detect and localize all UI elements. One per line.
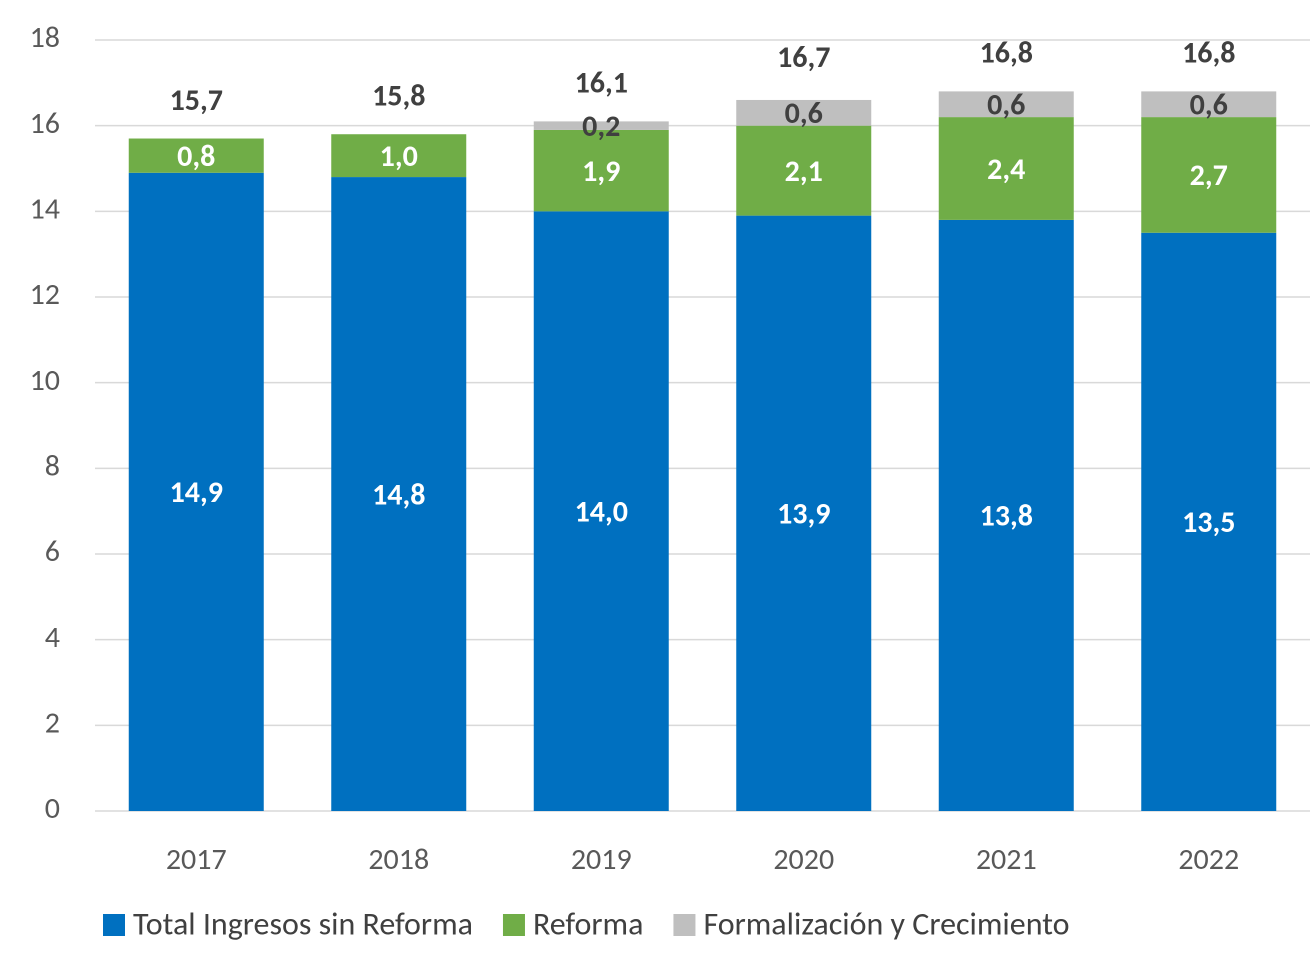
legend-swatch xyxy=(673,914,696,936)
bar-segment xyxy=(736,215,872,811)
x-tick-label: 2022 xyxy=(1178,841,1239,878)
total-label: 16,7 xyxy=(777,39,830,76)
bar-segment xyxy=(938,117,1074,220)
legend-swatch xyxy=(103,914,125,936)
bar-segment xyxy=(533,121,669,130)
data-label: 2,4 xyxy=(987,151,1025,188)
data-label: 14,8 xyxy=(372,476,425,513)
y-tick-label: 4 xyxy=(45,619,60,656)
data-label: 1,0 xyxy=(380,138,418,175)
total-label: 16,1 xyxy=(575,65,628,102)
data-label: 13,8 xyxy=(980,498,1033,535)
bar-segment xyxy=(736,125,872,216)
legend-swatch xyxy=(502,914,525,936)
data-label: 2,7 xyxy=(1190,157,1228,194)
x-tick-label: 2018 xyxy=(368,841,429,878)
bar-segment xyxy=(533,129,669,212)
legend-label: Formalización y Crecimiento xyxy=(703,905,1069,944)
legend-label: Reforma xyxy=(533,905,643,944)
bar-segment xyxy=(736,99,872,126)
data-label: 14,0 xyxy=(575,493,628,530)
x-tick-label: 2019 xyxy=(571,841,632,878)
y-tick-label: 16 xyxy=(30,105,60,142)
y-tick-label: 2 xyxy=(45,704,60,741)
x-tick-label: 2020 xyxy=(773,841,834,878)
data-label: 0,8 xyxy=(177,138,215,175)
data-label: 1,9 xyxy=(582,153,620,190)
total-label: 15,8 xyxy=(372,77,425,114)
bar-segment xyxy=(1141,232,1277,811)
bar-segment xyxy=(1141,117,1277,233)
y-tick-label: 14 xyxy=(30,190,60,227)
bar-segment xyxy=(331,134,467,178)
bar-segment xyxy=(128,138,264,173)
bar-segment xyxy=(331,177,467,812)
data-label: 14,9 xyxy=(170,474,223,511)
total-label: 15,7 xyxy=(170,82,223,119)
data-label: 13,5 xyxy=(1182,504,1235,541)
bar-segment xyxy=(128,172,264,812)
data-label: 13,9 xyxy=(777,496,830,533)
data-label: 0,6 xyxy=(987,87,1025,124)
y-tick-label: 6 xyxy=(45,533,60,570)
y-tick-label: 12 xyxy=(30,276,60,313)
total-label: 16,8 xyxy=(980,35,1033,72)
bar-segment xyxy=(938,219,1074,811)
x-tick-label: 2017 xyxy=(166,841,227,878)
bar-segment xyxy=(938,91,1074,118)
y-tick-label: 18 xyxy=(30,19,60,56)
bar-segment xyxy=(533,211,669,812)
x-tick-label: 2021 xyxy=(976,841,1037,878)
y-tick-label: 0 xyxy=(45,790,60,827)
legend-label: Total Ingresos sin Reforma xyxy=(133,905,473,944)
y-tick-label: 8 xyxy=(45,447,60,484)
bar-segment xyxy=(1141,91,1277,118)
data-label: 0,2 xyxy=(582,108,620,145)
data-label: 2,1 xyxy=(785,153,823,190)
data-label: 0,6 xyxy=(1190,87,1228,124)
y-tick-label: 10 xyxy=(30,362,60,399)
total-label: 16,8 xyxy=(1182,35,1235,72)
data-label: 0,6 xyxy=(785,95,823,132)
